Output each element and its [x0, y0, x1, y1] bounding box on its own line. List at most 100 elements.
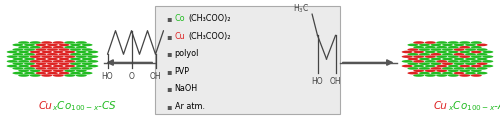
Circle shape: [24, 44, 35, 46]
Circle shape: [419, 58, 430, 60]
Circle shape: [41, 65, 52, 67]
Text: polyol: polyol: [174, 49, 199, 58]
Circle shape: [424, 51, 436, 53]
Circle shape: [465, 72, 476, 74]
Circle shape: [476, 62, 488, 65]
Text: Ar atm.: Ar atm.: [174, 102, 204, 111]
Circle shape: [424, 60, 436, 63]
Circle shape: [18, 70, 30, 72]
Circle shape: [430, 44, 442, 46]
Circle shape: [419, 53, 430, 56]
Text: OH: OH: [150, 72, 162, 81]
Circle shape: [58, 72, 70, 74]
Circle shape: [430, 48, 442, 51]
Text: ▪: ▪: [166, 49, 172, 58]
Circle shape: [465, 53, 476, 56]
Circle shape: [47, 72, 58, 74]
Circle shape: [52, 74, 64, 77]
Circle shape: [52, 55, 64, 58]
Circle shape: [430, 62, 442, 65]
Circle shape: [436, 46, 448, 48]
Circle shape: [476, 44, 488, 46]
Circle shape: [459, 74, 470, 77]
Circle shape: [470, 55, 482, 58]
Circle shape: [419, 44, 430, 46]
Circle shape: [24, 67, 35, 70]
Circle shape: [76, 51, 87, 53]
Circle shape: [424, 70, 436, 72]
Circle shape: [64, 60, 76, 63]
Circle shape: [58, 48, 70, 51]
Circle shape: [454, 53, 464, 56]
Circle shape: [408, 72, 418, 74]
Circle shape: [6, 55, 18, 58]
Circle shape: [41, 70, 52, 72]
Circle shape: [413, 46, 424, 48]
Circle shape: [442, 48, 453, 51]
Circle shape: [408, 44, 418, 46]
Circle shape: [424, 65, 436, 67]
Circle shape: [30, 74, 41, 77]
Circle shape: [413, 51, 424, 53]
Circle shape: [470, 74, 482, 77]
Circle shape: [82, 72, 92, 74]
Circle shape: [36, 67, 46, 70]
Circle shape: [70, 72, 81, 74]
Text: Cu: Cu: [434, 101, 448, 111]
Circle shape: [6, 60, 18, 63]
Circle shape: [454, 58, 464, 60]
Circle shape: [402, 60, 412, 63]
Circle shape: [424, 46, 436, 48]
Circle shape: [36, 58, 46, 60]
Circle shape: [454, 67, 464, 70]
Circle shape: [52, 46, 64, 48]
Text: NaOH: NaOH: [174, 84, 198, 93]
Circle shape: [436, 51, 448, 53]
Circle shape: [442, 72, 453, 74]
Circle shape: [442, 53, 453, 56]
Circle shape: [402, 51, 412, 53]
Circle shape: [482, 51, 494, 53]
Circle shape: [482, 65, 494, 67]
Circle shape: [36, 48, 46, 51]
Circle shape: [436, 41, 448, 44]
Text: ▪: ▪: [166, 32, 172, 41]
Circle shape: [18, 65, 30, 67]
Circle shape: [408, 53, 418, 56]
Circle shape: [476, 58, 488, 60]
Circle shape: [82, 67, 92, 70]
Circle shape: [12, 44, 24, 46]
Circle shape: [82, 44, 92, 46]
Circle shape: [408, 58, 418, 60]
Circle shape: [88, 51, 99, 53]
Circle shape: [482, 55, 494, 58]
Circle shape: [70, 67, 81, 70]
Circle shape: [436, 55, 448, 58]
Text: HO: HO: [102, 72, 114, 81]
Circle shape: [465, 58, 476, 60]
Circle shape: [419, 67, 430, 70]
Circle shape: [47, 48, 58, 51]
Circle shape: [76, 60, 87, 63]
Circle shape: [470, 70, 482, 72]
Circle shape: [424, 55, 436, 58]
Text: ▪: ▪: [166, 67, 172, 76]
Circle shape: [413, 65, 424, 67]
Circle shape: [459, 70, 470, 72]
Text: ▪: ▪: [166, 102, 172, 111]
Circle shape: [70, 62, 81, 65]
Circle shape: [402, 55, 412, 58]
Circle shape: [82, 62, 92, 65]
Circle shape: [88, 55, 99, 58]
Circle shape: [58, 58, 70, 60]
Circle shape: [430, 72, 442, 74]
Text: HO: HO: [312, 77, 324, 86]
Circle shape: [430, 58, 442, 60]
Circle shape: [82, 58, 92, 60]
Circle shape: [82, 48, 92, 51]
Circle shape: [442, 44, 453, 46]
Circle shape: [41, 60, 52, 63]
Circle shape: [413, 60, 424, 63]
Circle shape: [448, 41, 459, 44]
Circle shape: [424, 41, 436, 44]
